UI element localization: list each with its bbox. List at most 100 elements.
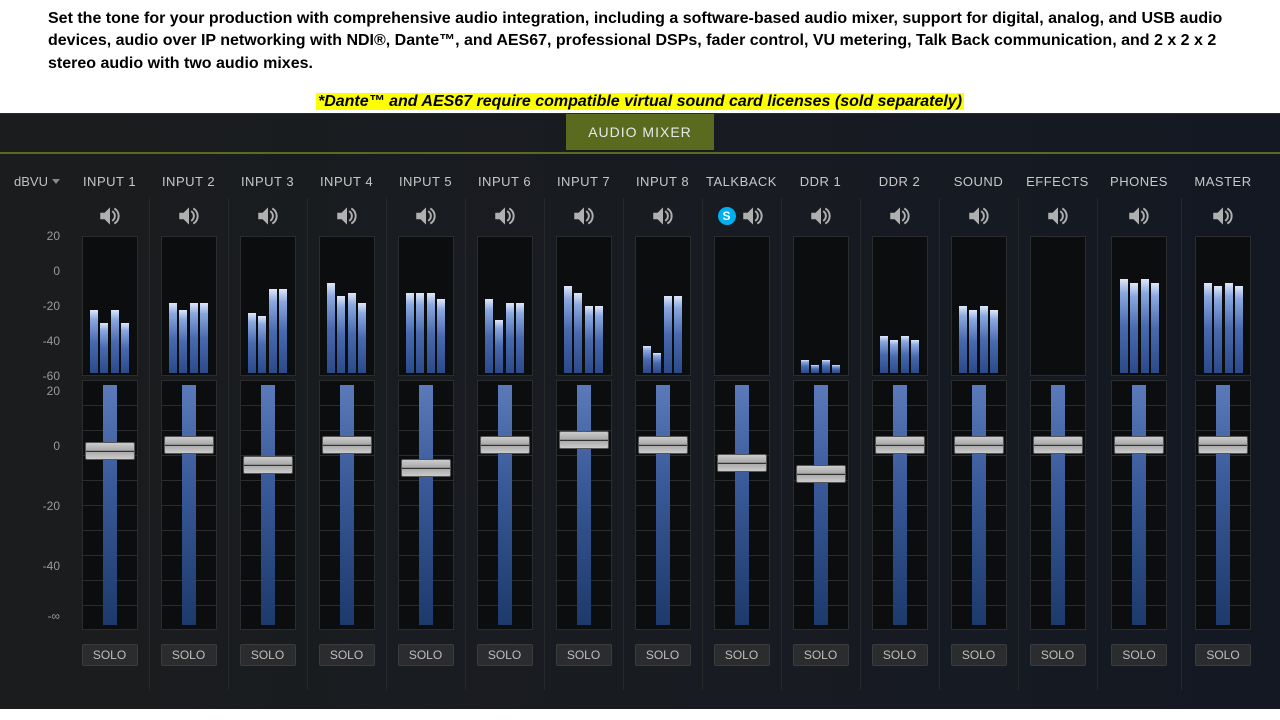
solo-button[interactable]: SOLO: [793, 644, 849, 666]
vu-meter: [793, 236, 849, 376]
fader-handle[interactable]: [164, 436, 214, 454]
fader-track[interactable]: [814, 385, 828, 625]
channel-label[interactable]: MASTER: [1194, 166, 1251, 196]
fader-track[interactable]: [972, 385, 986, 625]
solo-button[interactable]: SOLO: [240, 644, 296, 666]
solo-button[interactable]: SOLO: [1111, 644, 1167, 666]
fader-handle[interactable]: [717, 454, 767, 472]
fader-track[interactable]: [577, 385, 591, 625]
fader-track[interactable]: [340, 385, 354, 625]
solo-button[interactable]: SOLO: [82, 644, 138, 666]
fader-handle[interactable]: [85, 442, 135, 460]
speaker-icon[interactable]: [808, 203, 834, 229]
speaker-icon[interactable]: [413, 203, 439, 229]
channel-label[interactable]: INPUT 1: [83, 166, 136, 196]
speaker-icon[interactable]: [650, 203, 676, 229]
channel-label[interactable]: DDR 2: [879, 166, 921, 196]
channel-label[interactable]: PHONES: [1110, 166, 1168, 196]
channel-label[interactable]: INPUT 4: [320, 166, 373, 196]
fader-track[interactable]: [656, 385, 670, 625]
vu-bar: [179, 310, 187, 374]
channel-label[interactable]: SOUND: [954, 166, 1003, 196]
fader-track[interactable]: [261, 385, 275, 625]
channel-strip: INPUT 7 SOLO: [544, 166, 623, 690]
fader-track[interactable]: [1216, 385, 1230, 625]
speaker-icon[interactable]: [334, 203, 360, 229]
solo-button[interactable]: SOLO: [161, 644, 217, 666]
vu-scale-tick: -20: [43, 299, 60, 313]
channel-separator: [702, 198, 703, 690]
fader-handle[interactable]: [559, 431, 609, 449]
fader-handle[interactable]: [1198, 436, 1248, 454]
solo-button[interactable]: SOLO: [714, 644, 770, 666]
solo-button[interactable]: SOLO: [556, 644, 612, 666]
fader-track[interactable]: [1132, 385, 1146, 625]
vu-bar: [1151, 283, 1159, 373]
vu-bar: [801, 360, 809, 373]
channel-label[interactable]: TALKBACK: [706, 166, 777, 196]
solo-button[interactable]: SOLO: [1195, 644, 1251, 666]
fader-handle[interactable]: [401, 459, 451, 477]
vu-scale-tick: 0: [53, 264, 60, 278]
fader-track[interactable]: [1051, 385, 1065, 625]
channel-label[interactable]: INPUT 2: [162, 166, 215, 196]
solo-button[interactable]: SOLO: [635, 644, 691, 666]
speaker-icon[interactable]: [740, 203, 766, 229]
fader-track[interactable]: [735, 385, 749, 625]
solo-button[interactable]: SOLO: [319, 644, 375, 666]
channel-label[interactable]: INPUT 6: [478, 166, 531, 196]
solo-button[interactable]: SOLO: [872, 644, 928, 666]
fader-handle[interactable]: [243, 456, 293, 474]
vu-bar: [169, 303, 177, 373]
channel-label[interactable]: DDR 1: [800, 166, 842, 196]
fader-handle[interactable]: [480, 436, 530, 454]
channel-label[interactable]: INPUT 7: [557, 166, 610, 196]
fader-track[interactable]: [419, 385, 433, 625]
channel-strip: TALKBACK S SOLO: [702, 166, 781, 690]
solo-button[interactable]: SOLO: [477, 644, 533, 666]
scale-units-dropdown[interactable]: dBVU: [0, 166, 70, 196]
vu-bar: [990, 310, 998, 374]
channel-label[interactable]: INPUT 8: [636, 166, 689, 196]
speaker-icon[interactable]: [571, 203, 597, 229]
solo-button[interactable]: SOLO: [951, 644, 1007, 666]
fader-track[interactable]: [893, 385, 907, 625]
speaker-icon[interactable]: [176, 203, 202, 229]
channel-strip: INPUT 3 SOLO: [228, 166, 307, 690]
channel-separator: [465, 198, 466, 690]
vu-bar: [348, 293, 356, 373]
tab-audio-mixer[interactable]: AUDIO MIXER: [566, 114, 714, 150]
fader-handle[interactable]: [638, 436, 688, 454]
channel-label[interactable]: INPUT 3: [241, 166, 294, 196]
skype-icon[interactable]: S: [718, 207, 736, 225]
channel-separator: [1097, 198, 1098, 690]
fader-handle[interactable]: [875, 436, 925, 454]
fader-track[interactable]: [103, 385, 117, 625]
vu-bar: [901, 336, 909, 373]
tab-bar: AUDIO MIXER: [0, 114, 1280, 154]
speaker-icon[interactable]: [255, 203, 281, 229]
speaker-icon[interactable]: [97, 203, 123, 229]
fader-handle[interactable]: [954, 436, 1004, 454]
speaker-icon[interactable]: [1126, 203, 1152, 229]
channel-separator: [781, 198, 782, 690]
channel-strip: INPUT 8 SOLO: [623, 166, 702, 690]
fader-track[interactable]: [498, 385, 512, 625]
vu-meter: [556, 236, 612, 376]
channel-icon-row: [887, 196, 913, 236]
speaker-icon[interactable]: [1045, 203, 1071, 229]
solo-button[interactable]: SOLO: [1030, 644, 1086, 666]
solo-button[interactable]: SOLO: [398, 644, 454, 666]
speaker-icon[interactable]: [492, 203, 518, 229]
scale-units-label: dBVU: [14, 174, 48, 189]
speaker-icon[interactable]: [887, 203, 913, 229]
channel-label[interactable]: INPUT 5: [399, 166, 452, 196]
fader-handle[interactable]: [322, 436, 372, 454]
fader-handle[interactable]: [796, 465, 846, 483]
fader-handle[interactable]: [1114, 436, 1164, 454]
speaker-icon[interactable]: [966, 203, 992, 229]
speaker-icon[interactable]: [1210, 203, 1236, 229]
fader-handle[interactable]: [1033, 436, 1083, 454]
fader-track[interactable]: [182, 385, 196, 625]
channel-label[interactable]: EFFECTS: [1026, 166, 1089, 196]
